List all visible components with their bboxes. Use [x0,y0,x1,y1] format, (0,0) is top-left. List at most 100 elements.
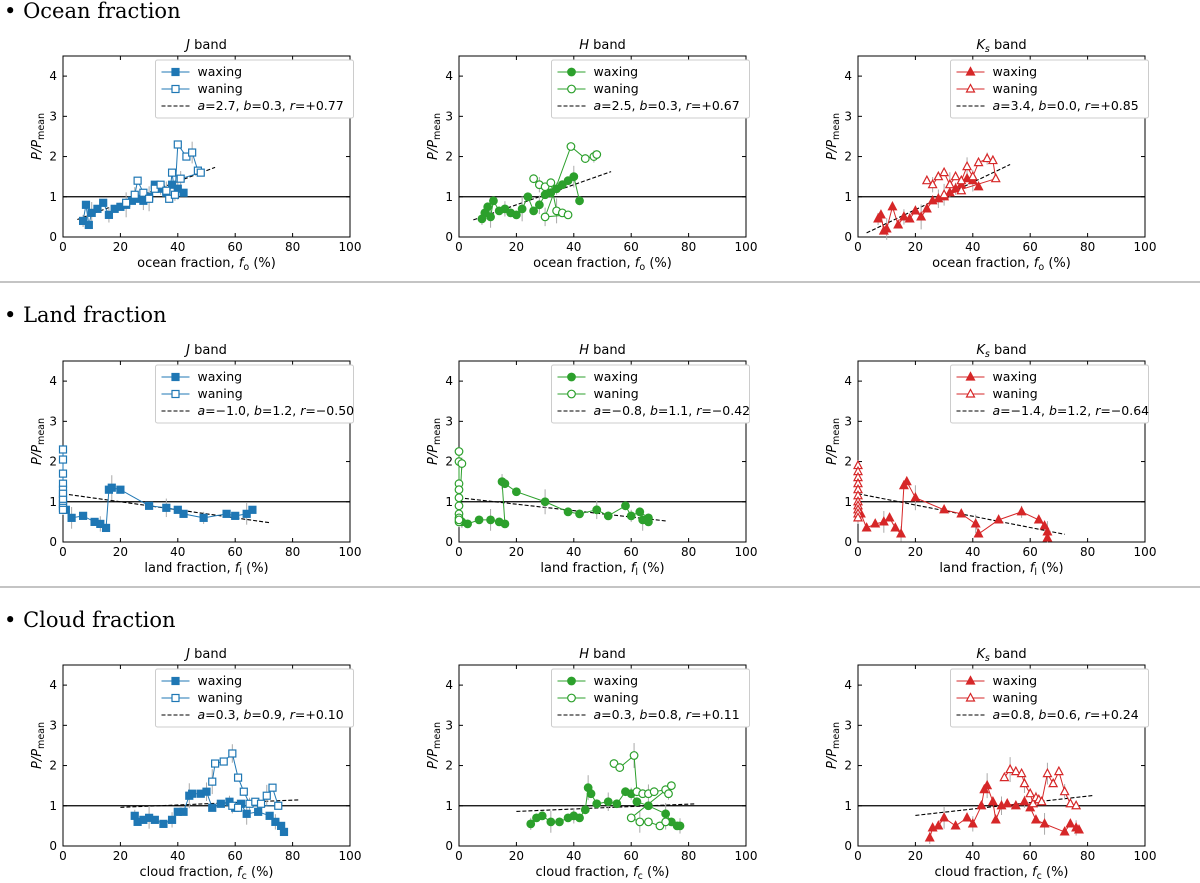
band-suffix: band [589,647,626,662]
legend-label-waning: waning [993,81,1038,96]
legend-label-waning: waning [198,386,243,401]
x-tick-label: 60 [624,240,639,254]
y-tick-label: 1 [844,190,852,204]
band-name: H [579,647,589,662]
legend-box [155,668,354,728]
data-point-waxing [231,511,240,520]
section-bullet: • [4,303,23,327]
y-axis-label-sub: mean [831,113,842,140]
data-point-waxing [500,519,510,529]
x-axis-label-unit: (%) [638,561,665,576]
x-axis-label-unit: (%) [1044,256,1071,271]
x-axis-label-sub: o [1038,262,1044,273]
data-point-waxing [537,811,547,821]
band-name: K [976,38,986,53]
legend-label-waxing: waxing [594,369,639,384]
data-point-waxing [1019,795,1030,806]
legend-fit-part: =+0.77 [295,98,344,113]
band-name: H [579,343,589,358]
x-axis-label: ocean fraction, fo (%) [137,256,276,273]
data-point-waxing [486,515,495,525]
data-point-waning [615,763,625,772]
x-axis-label-var: f [239,256,246,271]
data-point-waning [211,759,220,768]
data-point-waxing [887,201,898,211]
data-point-waxing [474,515,484,525]
legend-marker-waning [965,692,976,702]
data-point-waning [1048,777,1059,788]
x-tick-label: 20 [509,849,524,863]
legend-label-fit: a=3.4, b=0.0, r=+0.85 [993,98,1139,113]
series-line-waxing [860,480,1048,538]
x-axis-label: ocean fraction, fo (%) [932,256,1071,273]
data-point-waxing [1010,800,1021,810]
legend-label-waning: waning [198,81,243,96]
data-point-waxing [512,487,521,497]
y-tick-label: 2 [844,455,852,469]
chart-panel: Ks band 0 20 40 60 80 100 0 1 2 3 4 ocean fraction, … [825,38,1156,273]
data-point-waxing [990,814,1001,824]
x-axis-label-sub: o [639,262,645,273]
band-subscript: s [985,653,990,664]
data-point-waning [233,803,243,812]
panel-title: J band [183,647,227,662]
x-tick-label: 40 [965,849,980,863]
data-point-waxing [976,800,987,810]
x-axis-label-text: cloud fraction, [935,865,1033,880]
data-point-waxing [575,813,584,823]
x-axis-label-var: f [631,561,638,576]
y-tick-label: 1 [49,799,57,813]
data-point-waxing [592,799,602,809]
data-point-waxing [265,811,274,820]
data-point-waxing [463,519,473,529]
y-tick-label: 3 [844,109,852,123]
y-axis-label-sub: mean [36,113,47,140]
data-point-waxing [675,821,685,831]
data-point-waxing [910,491,921,502]
y-tick-label: 4 [844,678,852,692]
legend-fit-part: =+0.10 [295,707,344,722]
legend-label-waxing: waxing [198,673,243,688]
y-tick-label: 4 [445,678,453,692]
data-point-waning [156,180,165,189]
y-tick-label: 4 [49,678,57,692]
data-point-waning [1005,763,1016,774]
data-point-waxing [956,508,967,518]
band-suffix: band [190,647,227,662]
y-tick-label: 0 [844,230,852,244]
data-point-waning [1053,765,1064,776]
axes-frame [857,664,1146,847]
data-point-waxing [632,797,642,807]
data-point-waning [580,154,590,163]
data-point-waxing [1073,824,1084,834]
section-title: • Cloud fraction [4,608,176,632]
data-point-waxing [987,795,998,806]
legend-fit-part: =2.7, [205,98,243,113]
y-axis-label-text: P/P [426,140,441,160]
legend-fit-part: =+0.11 [691,707,740,722]
x-tick-label: 80 [1080,240,1095,254]
data-point-waning [939,166,950,177]
legend-fit-part: =−0.8, [601,403,650,418]
data-point-waxing [150,815,159,824]
data-point-waning [188,148,197,157]
legend-fit-part: r [1095,403,1101,418]
legend-fit-part: b [639,707,647,722]
x-axis-label-sub: l [635,567,638,578]
axes-frame [857,360,1146,543]
panel-title: H band [579,647,626,662]
legend-fit-part: a [993,98,1001,113]
data-point-waning [956,174,967,185]
axes-frame [62,664,351,847]
y-tick-label: 0 [445,230,453,244]
y-axis-label-sub: mean [432,113,443,140]
x-axis-label: cloud fraction, fc (%) [935,865,1069,882]
x-axis-label-unit: (%) [242,561,269,576]
x-axis-label-text: cloud fraction, [140,865,238,880]
data-point-waxing [179,188,188,197]
data-point-waxing [254,807,263,816]
y-tick-label: 3 [49,109,57,123]
legend-label-fit: a=−0.8, b=1.1, r=−0.42 [594,403,751,418]
x-axis-label-text: ocean fraction, [137,256,239,271]
